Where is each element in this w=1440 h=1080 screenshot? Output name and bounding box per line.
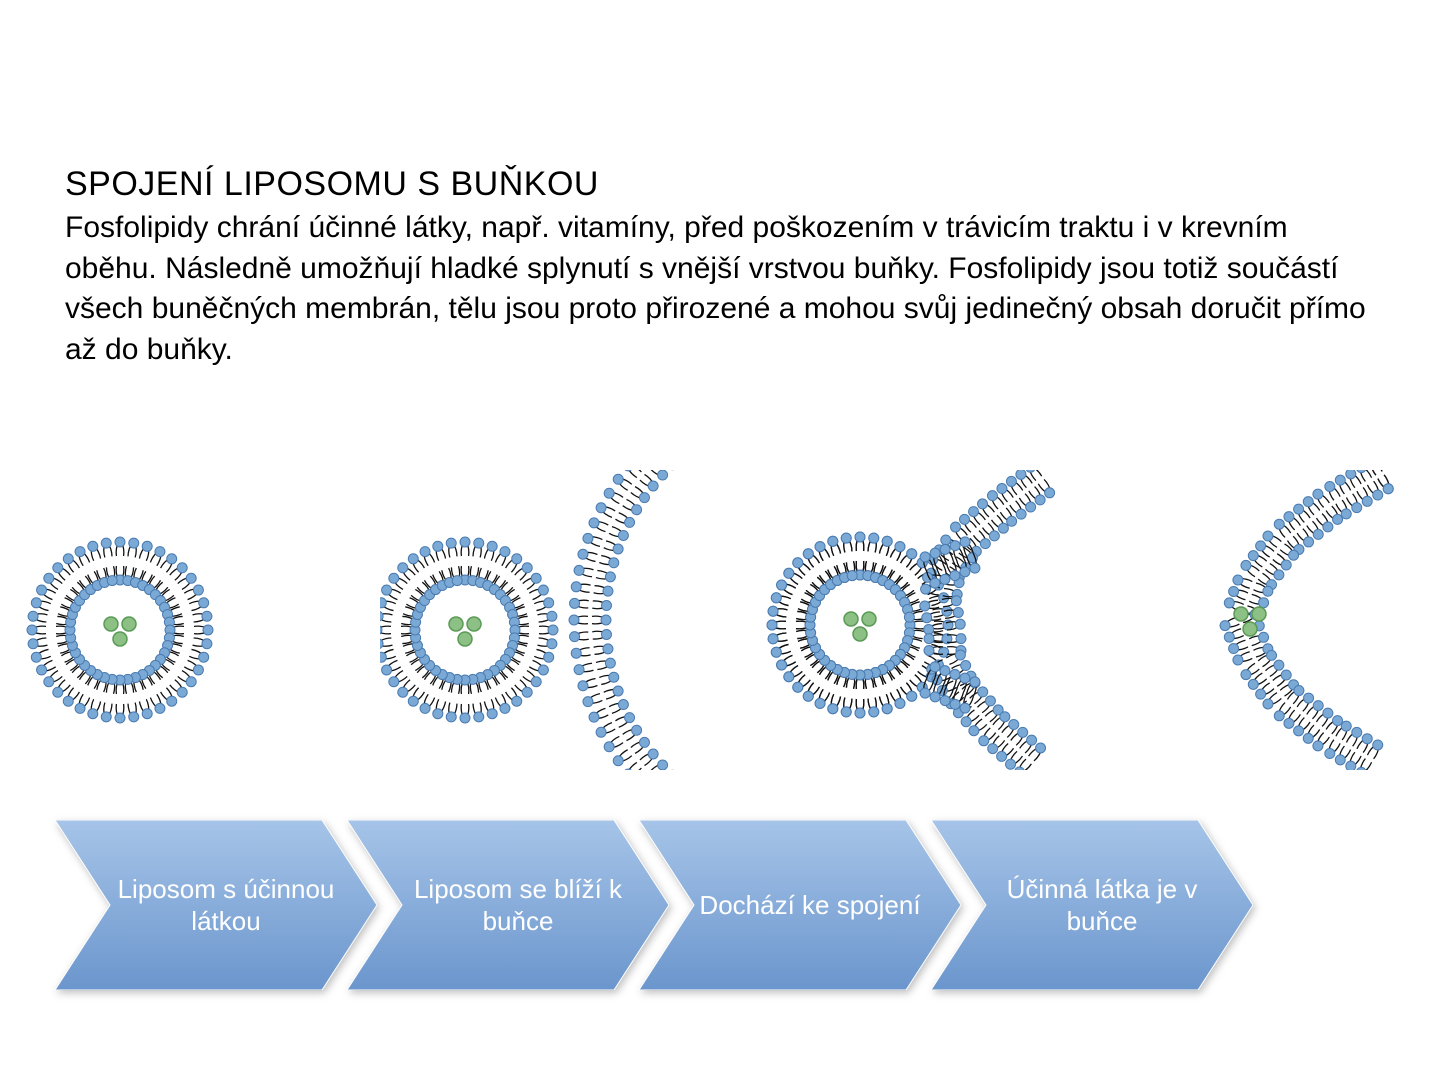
chevron-row: Liposom s účinnou látkou Liposom se blíž… [55, 820, 1395, 990]
body-text: Fosfolipidy chrání účinné látky, např. v… [65, 208, 1375, 370]
stage-3 [740, 470, 1060, 770]
chevron-4-label: Účinná látka je v buňce [931, 820, 1253, 990]
chevron-3: Dochází ke spojení [639, 820, 961, 990]
stage-2 [380, 470, 700, 770]
stage-1 [20, 470, 340, 770]
chevron-4: Účinná látka je v buňce [931, 820, 1253, 990]
chevron-1-label: Liposom s účinnou látkou [55, 820, 377, 990]
page-title: SPOJENÍ LIPOSOMU S BUŇKOU [65, 165, 1375, 204]
chevron-2: Liposom se blíží k buňce [347, 820, 669, 990]
chevron-3-label: Dochází ke spojení [639, 820, 961, 990]
chevron-2-label: Liposom se blíží k buňce [347, 820, 669, 990]
diagram-row [0, 460, 1440, 780]
chevron-1: Liposom s účinnou látkou [55, 820, 377, 990]
stage-4 [1100, 470, 1420, 770]
